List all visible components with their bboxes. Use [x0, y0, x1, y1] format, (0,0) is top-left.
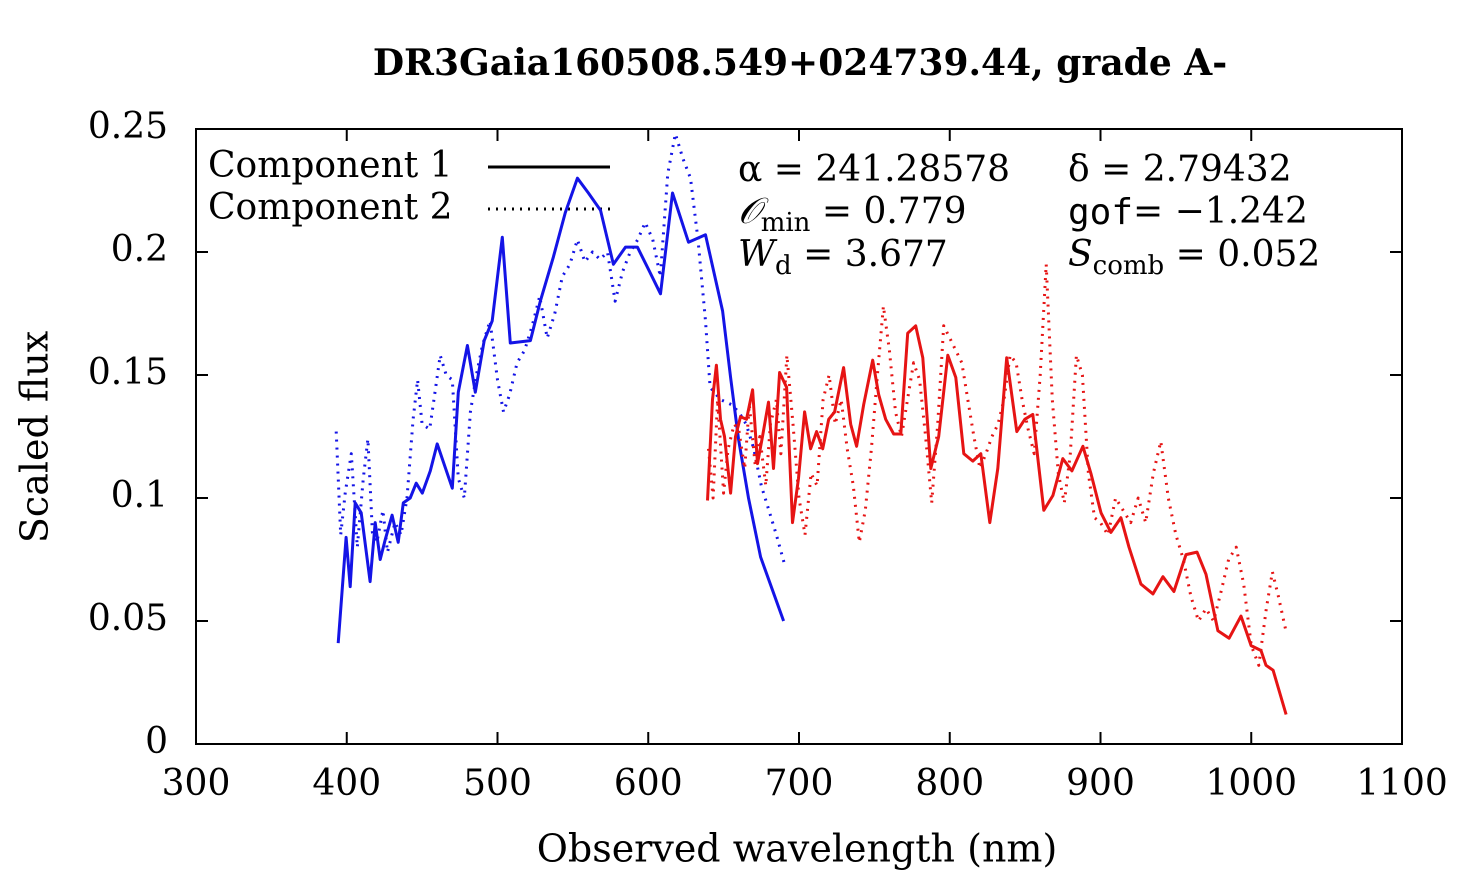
- annotation-symbol: S: [1068, 234, 1093, 275]
- annotation-text: = 0.779: [810, 191, 966, 232]
- y-tick-label: 0.2: [111, 229, 168, 270]
- legend-label: Component 1: [208, 145, 453, 186]
- x-tick-label: 800: [915, 763, 984, 804]
- annotation: Wd = 3.677: [738, 234, 948, 281]
- y-tick-label: 0.1: [111, 475, 168, 516]
- x-tick-label: 600: [614, 763, 683, 804]
- y-tick-label: 0.25: [88, 106, 168, 147]
- annotation-symbol: gof: [1068, 192, 1133, 233]
- x-tick-label: 300: [162, 763, 231, 804]
- annotation-subscript: d: [775, 251, 792, 281]
- annotation: Scomb = 0.052: [1068, 234, 1320, 281]
- x-tick-label: 400: [312, 763, 381, 804]
- y-tick-label: 0.15: [88, 352, 168, 393]
- y-tick-label: 0: [145, 721, 168, 762]
- y-tick-label: 0.05: [88, 598, 168, 639]
- annotation-text: = 3.677: [792, 234, 948, 275]
- annotation-text: δ = 2.79432: [1068, 149, 1292, 190]
- x-tick-label: 900: [1066, 763, 1135, 804]
- x-axis-label: Observed wavelength (nm): [537, 827, 1058, 871]
- x-tick-label: 500: [463, 763, 532, 804]
- series-line: [706, 324, 1288, 715]
- annotation: 𝒪min = 0.779: [738, 191, 967, 238]
- annotation-text: = 0.052: [1164, 234, 1320, 275]
- annotation: α = 241.28578: [738, 149, 1010, 190]
- series-line: [336, 176, 786, 644]
- series-line: [707, 262, 1288, 667]
- legend-label: Component 2: [208, 187, 453, 228]
- annotation: δ = 2.79432: [1068, 149, 1292, 190]
- x-tick-label: 1100: [1356, 763, 1448, 804]
- annotation-subscript: min: [761, 208, 811, 238]
- chart-title: DR3Gaia160508.549+024739.44, grade A-: [373, 42, 1227, 84]
- x-tick-label: 700: [765, 763, 834, 804]
- annotation: gof= −1.242: [1068, 191, 1308, 233]
- annotation-subscript: comb: [1093, 251, 1165, 281]
- annotation-text: α = 241.28578: [738, 149, 1010, 190]
- annotation-symbol: W: [738, 234, 778, 275]
- y-axis-label: Scaled flux: [13, 331, 57, 543]
- annotation-text: = −1.242: [1133, 191, 1308, 232]
- x-tick-label: 1000: [1205, 763, 1297, 804]
